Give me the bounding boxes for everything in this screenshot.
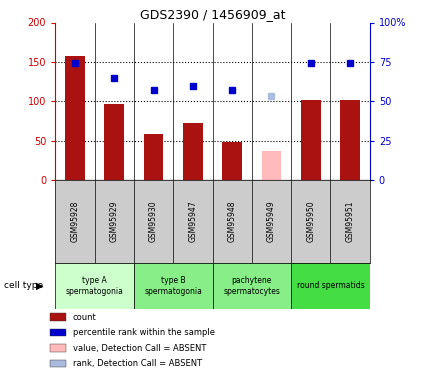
Text: GSM95949: GSM95949 (267, 200, 276, 242)
Bar (50, 344, 66, 352)
Text: cell type: cell type (4, 281, 43, 290)
Text: value, Detection Call = ABSENT: value, Detection Call = ABSENT (73, 344, 206, 352)
Bar (340, 100, 360, 180)
Bar (301, 100, 320, 180)
Text: pachytene
spermatocytes: pachytene spermatocytes (224, 276, 280, 296)
Text: type B
spermatogonia: type B spermatogonia (144, 276, 202, 296)
Bar (144, 134, 163, 180)
Text: GSM95951: GSM95951 (346, 201, 354, 242)
Text: GSM95947: GSM95947 (188, 200, 197, 242)
Bar (262, 151, 281, 180)
Text: rank, Detection Call = ABSENT: rank, Detection Call = ABSENT (73, 359, 202, 368)
Bar (212, 262, 291, 309)
Text: GSM95950: GSM95950 (306, 200, 315, 242)
Bar (50, 314, 66, 321)
Text: count: count (73, 313, 96, 322)
Bar (55, 262, 134, 309)
Bar (291, 262, 370, 309)
Text: round spermatids: round spermatids (297, 281, 364, 290)
Bar (50, 360, 66, 367)
Bar (65, 56, 85, 180)
Text: type A
spermatogonia: type A spermatogonia (65, 276, 124, 296)
Text: GSM95929: GSM95929 (110, 201, 119, 242)
Text: percentile rank within the sample: percentile rank within the sample (73, 328, 215, 337)
Bar (134, 262, 212, 309)
Text: ▶: ▶ (36, 281, 44, 291)
Text: GSM95930: GSM95930 (149, 200, 158, 242)
Bar (105, 104, 124, 180)
Bar (222, 142, 242, 180)
Text: GSM95928: GSM95928 (71, 201, 79, 242)
Bar (183, 123, 203, 180)
Text: GSM95948: GSM95948 (228, 201, 237, 242)
Bar (50, 329, 66, 336)
Title: GDS2390 / 1456909_at: GDS2390 / 1456909_at (140, 8, 285, 21)
